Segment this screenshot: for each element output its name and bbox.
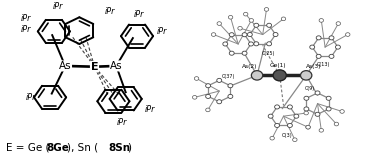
Circle shape — [228, 94, 233, 98]
Circle shape — [287, 105, 292, 109]
Text: C(37): C(37) — [222, 74, 235, 79]
Circle shape — [281, 17, 286, 21]
Circle shape — [247, 32, 253, 37]
Circle shape — [228, 15, 233, 19]
Text: iPr: iPr — [104, 7, 115, 16]
Circle shape — [326, 107, 331, 111]
Circle shape — [336, 22, 341, 25]
Text: C(9): C(9) — [305, 86, 315, 91]
Circle shape — [243, 12, 248, 16]
Text: iPr: iPr — [20, 25, 31, 34]
Circle shape — [194, 77, 199, 80]
Circle shape — [345, 33, 350, 36]
Circle shape — [319, 19, 324, 22]
Circle shape — [304, 107, 309, 111]
Text: C(25): C(25) — [262, 51, 275, 57]
Circle shape — [228, 84, 233, 88]
Text: E: E — [91, 62, 98, 72]
Text: iPr: iPr — [156, 27, 167, 36]
Text: As(2): As(2) — [242, 64, 257, 69]
Circle shape — [229, 51, 234, 55]
Circle shape — [251, 71, 263, 80]
Text: O(3): O(3) — [282, 133, 293, 138]
Circle shape — [217, 22, 222, 25]
Circle shape — [273, 32, 278, 37]
Circle shape — [306, 125, 310, 129]
Circle shape — [340, 110, 344, 113]
Circle shape — [267, 42, 271, 46]
Circle shape — [192, 95, 197, 99]
Circle shape — [304, 96, 309, 100]
Circle shape — [326, 96, 331, 100]
Text: As: As — [110, 61, 122, 71]
Circle shape — [268, 114, 273, 118]
Text: iPr: iPr — [134, 10, 144, 19]
Text: iPr: iPr — [26, 93, 36, 102]
Circle shape — [217, 100, 222, 104]
Circle shape — [315, 91, 320, 95]
Circle shape — [274, 123, 279, 127]
Circle shape — [217, 78, 222, 82]
Circle shape — [316, 54, 321, 58]
Circle shape — [293, 138, 297, 142]
Text: ): ) — [127, 143, 132, 153]
Text: Ge(1): Ge(1) — [270, 63, 286, 68]
Circle shape — [301, 71, 312, 80]
Circle shape — [329, 54, 334, 58]
Circle shape — [242, 51, 247, 55]
Text: E = Ge (: E = Ge ( — [6, 143, 49, 153]
Circle shape — [310, 45, 314, 49]
Circle shape — [211, 33, 216, 36]
Circle shape — [306, 125, 310, 129]
Circle shape — [267, 23, 271, 27]
Circle shape — [254, 42, 259, 46]
Text: iPr: iPr — [53, 2, 63, 11]
Circle shape — [254, 23, 259, 27]
Text: 8Sn: 8Sn — [109, 143, 131, 153]
Circle shape — [206, 94, 211, 98]
Text: As: As — [59, 61, 71, 71]
Circle shape — [329, 36, 334, 40]
Text: iPr: iPr — [117, 118, 127, 127]
Circle shape — [264, 8, 269, 11]
Circle shape — [287, 123, 292, 127]
Circle shape — [274, 105, 279, 109]
Circle shape — [249, 42, 253, 46]
Circle shape — [334, 122, 339, 126]
Circle shape — [315, 112, 320, 116]
Circle shape — [206, 84, 211, 88]
Circle shape — [316, 36, 321, 40]
Circle shape — [206, 108, 210, 112]
Circle shape — [249, 19, 254, 22]
Text: iPr: iPr — [145, 105, 155, 114]
Text: iPr: iPr — [20, 14, 31, 23]
Text: 8Ge: 8Ge — [46, 143, 69, 153]
Text: C(13): C(13) — [316, 62, 330, 68]
Circle shape — [294, 114, 299, 118]
Circle shape — [336, 45, 340, 49]
Text: ), Sn (: ), Sn ( — [67, 143, 98, 153]
Circle shape — [223, 42, 228, 46]
Circle shape — [238, 26, 242, 30]
Circle shape — [273, 70, 287, 81]
Circle shape — [270, 136, 274, 140]
Circle shape — [229, 33, 234, 37]
Circle shape — [319, 128, 324, 132]
Circle shape — [304, 111, 308, 115]
Circle shape — [242, 33, 247, 37]
Text: As(3): As(3) — [306, 64, 322, 69]
